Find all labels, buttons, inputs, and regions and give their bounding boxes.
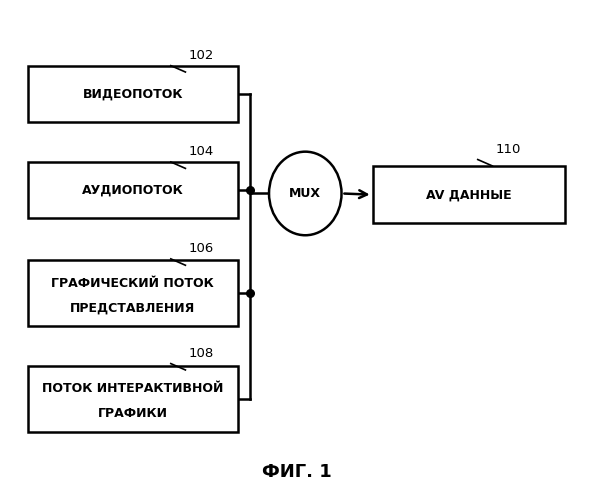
Bar: [27, 66, 238, 122]
Text: 110: 110: [495, 142, 521, 156]
Text: 106: 106: [189, 242, 213, 255]
Text: ПОТОК ИНТЕРАКТИВНОЙ: ПОТОК ИНТЕРАКТИВНОЙ: [42, 382, 224, 396]
Text: MUX: MUX: [289, 187, 321, 200]
Text: 102: 102: [189, 48, 213, 62]
Text: ПРЕДСТАВЛЕНИЯ: ПРЕДСТАВЛЕНИЯ: [70, 301, 196, 314]
Text: 108: 108: [189, 346, 213, 360]
Text: АУДИОПОТОК: АУДИОПОТОК: [82, 184, 184, 196]
Text: ГРАФИЧЕСКИЙ ПОТОК: ГРАФИЧЕСКИЙ ПОТОК: [52, 276, 214, 289]
Text: ВИДЕОПОТОК: ВИДЕОПОТОК: [82, 88, 183, 101]
Bar: [372, 166, 566, 223]
Text: 104: 104: [189, 145, 213, 158]
Bar: [27, 366, 238, 432]
Bar: [27, 260, 238, 326]
Text: ГРАФИКИ: ГРАФИКИ: [98, 407, 168, 420]
Text: AV ДАННЫЕ: AV ДАННЫЕ: [426, 188, 512, 201]
Text: ФИГ. 1: ФИГ. 1: [262, 463, 331, 481]
Bar: [27, 162, 238, 218]
Ellipse shape: [269, 152, 342, 236]
